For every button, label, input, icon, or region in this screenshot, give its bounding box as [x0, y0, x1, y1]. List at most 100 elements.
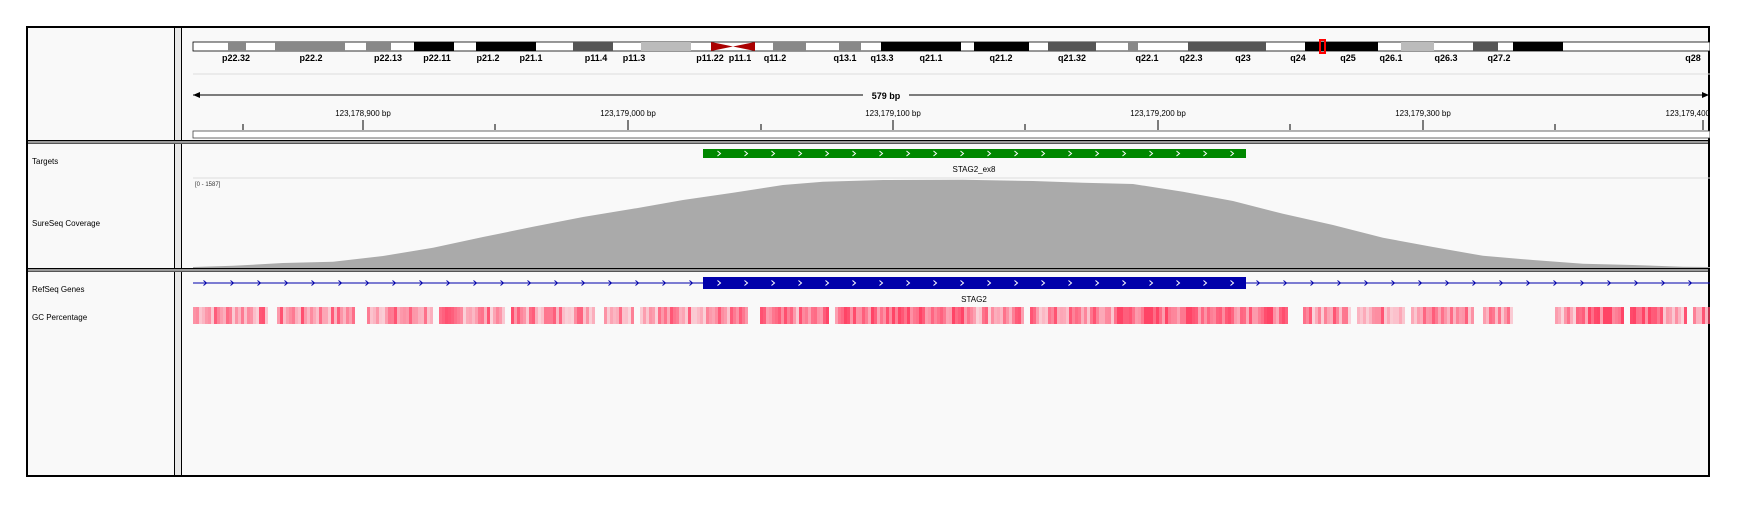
gc-bin [1258, 307, 1261, 324]
gc-bin [724, 307, 727, 324]
gc-bin [1012, 307, 1015, 324]
current-region-marker[interactable] [1319, 39, 1326, 54]
gc-bin [1369, 307, 1372, 324]
gc-bin [1615, 307, 1618, 324]
gc-bin [658, 307, 661, 324]
gc-bin [247, 307, 250, 324]
gc-bin [823, 307, 826, 324]
gc-bin [661, 307, 664, 324]
gene-exon[interactable] [703, 277, 1246, 289]
gc-bin [1018, 307, 1021, 324]
gc-bin [898, 307, 901, 324]
gc-bin [337, 307, 340, 324]
gc-bin [742, 307, 745, 324]
gc-bin [1237, 307, 1240, 324]
gc-bin [1648, 307, 1651, 324]
gc-bin [946, 307, 949, 324]
gc-bin [955, 307, 958, 324]
gc-bin [520, 307, 523, 324]
gc-bin [1645, 307, 1648, 324]
strand-arrow [879, 280, 884, 286]
gc-bin [1231, 307, 1234, 324]
gc-bin [787, 307, 790, 324]
gc-bin [1594, 307, 1597, 324]
ideogram-band [1128, 42, 1138, 51]
gc-bin [1375, 307, 1378, 324]
ruler[interactable]: 579 bp 123,178,900 bp 123,179,000 bp 123,1… [192, 91, 1711, 139]
gc-bin [463, 307, 466, 324]
gc-bin [223, 307, 226, 324]
gc-bin [1162, 307, 1165, 324]
gc-bin [1015, 307, 1018, 324]
gc-bin [781, 307, 784, 324]
gc-bin [1438, 307, 1441, 324]
gc-bin [865, 307, 868, 324]
gc-bin [439, 307, 442, 324]
gc-bin [1399, 307, 1402, 324]
gc-bin [979, 307, 982, 324]
gc-bin [772, 307, 775, 324]
refseq-track-label[interactable]: RefSeq Genes [32, 285, 85, 294]
gc-bin [280, 307, 283, 324]
gc-bin [1009, 307, 1012, 324]
gc-bin [529, 307, 532, 324]
gc-bin [1654, 307, 1657, 324]
strand-arrow [1310, 280, 1315, 286]
strand-arrow [717, 280, 722, 286]
data-panel-divider[interactable] [28, 268, 1708, 272]
strand-arrow [771, 280, 776, 286]
gc-bin [1066, 307, 1069, 324]
track-name-panel: Targets SureSeq Coverage RefSeq Genes GC… [28, 28, 174, 475]
gc-bin [760, 307, 763, 324]
gc-bin [640, 307, 643, 324]
strand-arrow [1688, 280, 1693, 286]
gc-bin [958, 307, 961, 324]
gc-bin [1342, 307, 1345, 324]
gc-percentage-track[interactable] [193, 307, 1711, 324]
coverage-area[interactable] [193, 179, 1710, 268]
gc-bin [826, 307, 829, 324]
region-bar[interactable] [192, 130, 1711, 139]
gc-bin [1081, 307, 1084, 324]
strand-arrow [608, 280, 613, 286]
gc-bin [1213, 307, 1216, 324]
gc-bin [1585, 307, 1588, 324]
gc-track-label[interactable]: GC Percentage [32, 313, 88, 322]
gc-bin [1159, 307, 1162, 324]
gc-bin [319, 307, 322, 324]
band-label: p11.22 [696, 53, 724, 63]
chromosome-ideogram[interactable]: p22.32 p22.2 p22.13 p22.11 p21.2 p21.1 p11.4 p1… [192, 39, 1711, 63]
band-label: q11.2 [764, 53, 787, 63]
targets-track-label[interactable]: Targets [32, 157, 59, 166]
gc-bin [193, 307, 196, 324]
gc-bin [1393, 307, 1396, 324]
panel-divider[interactable] [174, 28, 182, 475]
gc-bin [1132, 307, 1135, 324]
header-divider[interactable] [28, 140, 1708, 144]
target-feature[interactable] [703, 149, 1246, 158]
gc-bin [1453, 307, 1456, 324]
strand-arrow [1230, 150, 1235, 157]
gc-bin [1708, 307, 1711, 324]
ruler-tick-label: 123,179,400 [1666, 109, 1711, 118]
gc-bin [697, 307, 700, 324]
ideogram-band [1513, 42, 1563, 51]
gc-bin [1069, 307, 1072, 324]
gc-bin [676, 307, 679, 324]
strand-arrow [230, 280, 235, 286]
coverage-track-label[interactable]: SureSeq Coverage [32, 219, 101, 228]
centromere-q [733, 42, 755, 51]
gc-bin [703, 307, 706, 324]
band-label: q22.1 [1135, 53, 1158, 63]
gc-bin [1387, 307, 1390, 324]
gc-bin [265, 307, 268, 324]
gc-bin [1195, 307, 1198, 324]
gc-bin [679, 307, 682, 324]
gc-bin [1459, 307, 1462, 324]
gc-bin [565, 307, 568, 324]
gc-bin [589, 307, 592, 324]
strand-arrow [1634, 280, 1639, 286]
gc-bin [430, 307, 433, 324]
gc-bin [643, 307, 646, 324]
gc-bin [1174, 307, 1177, 324]
